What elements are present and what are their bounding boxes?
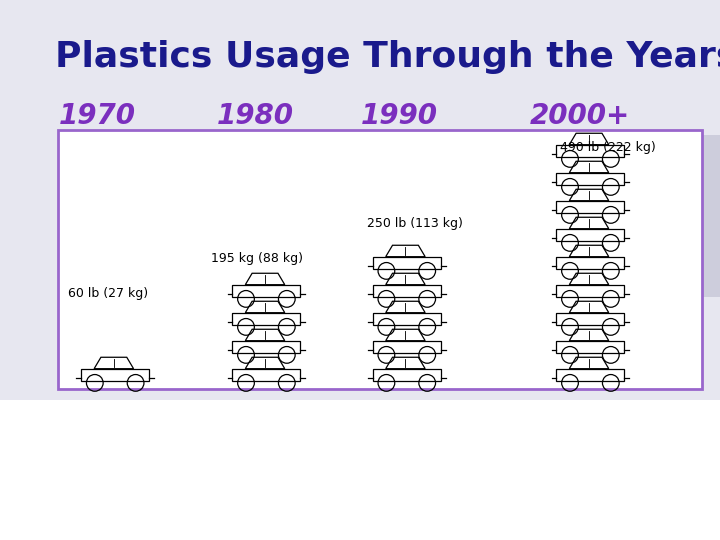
FancyBboxPatch shape: [58, 130, 702, 389]
FancyBboxPatch shape: [274, 146, 454, 243]
Text: 1980: 1980: [217, 102, 294, 130]
Text: 1990: 1990: [361, 102, 438, 130]
Text: 60 lb (27 kg): 60 lb (27 kg): [68, 287, 148, 300]
Text: 250 lb (113 kg): 250 lb (113 kg): [366, 217, 463, 230]
Text: 1970: 1970: [59, 102, 135, 130]
Text: 490 lb (222 kg): 490 lb (222 kg): [560, 141, 656, 154]
Text: Plastics Usage Through the Years: Plastics Usage Through the Years: [55, 40, 720, 73]
Text: 2000+: 2000+: [529, 102, 630, 130]
FancyBboxPatch shape: [0, 0, 720, 400]
Text: 195 kg (88 kg): 195 kg (88 kg): [212, 252, 303, 265]
FancyBboxPatch shape: [216, 135, 720, 297]
